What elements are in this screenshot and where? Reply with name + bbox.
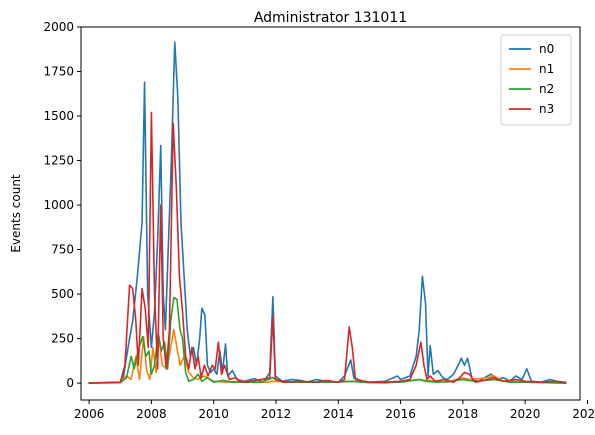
legend-label-n0: n0 <box>539 42 554 56</box>
legend: n0 n1 n2 n3 <box>501 35 571 125</box>
x-tick-label: 2010 <box>198 407 229 421</box>
x-tick-label: 2016 <box>385 407 416 421</box>
y-tick-label: 1000 <box>43 198 74 212</box>
x-tick-label: 2022 <box>572 407 595 421</box>
legend-label-n3: n3 <box>539 102 554 116</box>
y-tick-label: 1750 <box>43 65 74 79</box>
legend-label-n1: n1 <box>539 62 554 76</box>
y-tick-label: 750 <box>51 243 74 257</box>
x-axis-ticks: 2006 2008 2010 2012 2014 2016 2018 2020 2022 <box>74 400 595 421</box>
x-tick-label: 2014 <box>323 407 354 421</box>
series-line-n1 <box>89 330 566 383</box>
series-line-n2 <box>89 298 566 383</box>
legend-label-n2: n2 <box>539 82 554 96</box>
y-tick-label: 250 <box>51 332 74 346</box>
chart-title: Administrator 131011 <box>254 10 407 26</box>
y-tick-label: 0 <box>66 376 74 390</box>
x-tick-label: 2012 <box>261 407 292 421</box>
x-tick-label: 2006 <box>74 407 105 421</box>
y-tick-label: 1500 <box>43 109 74 123</box>
x-tick-label: 2018 <box>448 407 479 421</box>
y-axis-ticks: 0 250 500 750 1000 1250 1500 1750 2000 <box>43 20 81 390</box>
y-tick-label: 1250 <box>43 154 74 168</box>
y-tick-label: 2000 <box>43 20 74 34</box>
y-axis-label: Events count <box>9 174 23 253</box>
x-tick-label: 2020 <box>510 407 541 421</box>
x-tick-label: 2008 <box>136 407 167 421</box>
series-lines <box>89 42 566 383</box>
y-tick-label: 500 <box>51 287 74 301</box>
